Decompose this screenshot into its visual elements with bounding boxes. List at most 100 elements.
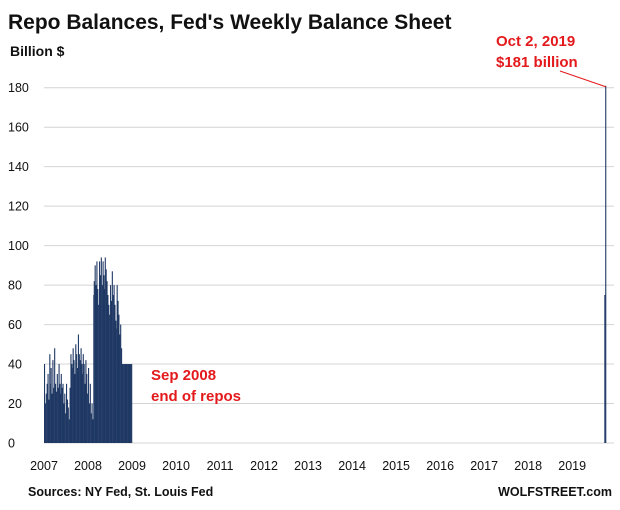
bar [73,360,75,443]
x-tick-label: 2010 [162,459,190,473]
x-tick-label: 2018 [514,459,542,473]
bar [75,344,77,443]
x-tick-labels: 2007 2008 2009 2010 2011 2012 2013 2014 2015 2016… [30,459,586,473]
bar [115,328,117,443]
annotation-oct2019-line1: Oct 2, 2019 [496,33,575,50]
y-tick-labels: 0 20 40 60 80 100 120 140 160 180 [8,81,29,450]
bar [51,393,53,443]
x-tick-label: 2012 [250,459,278,473]
bar [117,300,119,443]
annotation-leader-line [559,70,606,88]
y-tick-label: 20 [8,397,22,411]
annotation-oct2019-line2: $181 billion [496,54,578,71]
bar [77,334,79,443]
source-note: Sources: NY Fed, St. Louis Fed [28,485,213,499]
bar [49,383,51,443]
bar [83,364,85,443]
bar [124,364,126,443]
bar [87,393,89,443]
bar [55,383,57,443]
bar [44,364,46,443]
bar [67,407,69,443]
bar [112,294,114,443]
y-tick-label: 120 [8,200,29,214]
bar [71,368,73,443]
bar [69,387,71,443]
y-tick-label: 140 [8,160,29,174]
y-tick-label: 160 [8,121,29,135]
bar [76,354,78,443]
bar [126,364,128,443]
bar [53,387,55,443]
y-tick-label: 100 [8,239,29,253]
bar [127,364,129,443]
bar [60,373,62,443]
bar [94,265,96,443]
bar [123,364,125,443]
x-tick-label: 2019 [558,459,586,473]
bar [81,364,83,443]
annotation-sep2008-line2: end of repos [151,388,241,405]
bar [98,304,100,443]
bar [61,387,63,443]
bar [44,403,46,443]
bar [121,348,123,443]
bar [89,383,91,443]
bar [101,285,103,443]
x-tick-label: 2008 [74,459,102,473]
bar [58,364,60,443]
x-tick-label: 2011 [207,459,234,473]
bar [122,364,124,443]
bar [55,391,57,443]
x-tick-label: 2014 [338,459,366,473]
bar [99,275,101,443]
bar [103,275,105,443]
bar [50,368,52,443]
bar [57,387,59,443]
bar [102,261,104,443]
bar [63,403,65,443]
annotation-sep2008-line1: Sep 2008 [151,367,216,384]
bar [100,257,102,443]
bar [91,403,93,443]
x-tick-label: 2007 [30,459,58,473]
bar [130,364,132,443]
bar [110,285,112,443]
x-tick-label: 2013 [294,459,322,473]
bar [64,393,66,443]
bar [107,294,109,443]
bar [116,285,118,443]
bar [92,419,94,443]
bar [96,261,98,443]
bar [97,289,99,443]
bar [129,364,131,443]
bar [88,403,90,443]
bar [84,383,86,443]
bar [68,419,70,443]
gridlines [44,87,614,444]
x-tick-label: 2016 [426,459,454,473]
bar [128,364,130,443]
y-tick-label: 40 [8,358,22,372]
bar [120,324,122,443]
y-tick-label: 180 [8,81,29,95]
bar [85,360,87,443]
bar [125,364,127,443]
bar [74,373,76,443]
bar [62,383,64,443]
bar [45,393,47,443]
credit-note: WOLFSTREET.com [498,485,612,499]
bar [48,399,50,443]
bar [88,368,90,443]
bar [70,354,72,443]
x-tick-label: 2017 [470,459,498,473]
bar [106,281,108,443]
bar [86,373,88,443]
bar [121,364,124,443]
bar [605,85,607,444]
bar [119,334,121,443]
bar [109,314,111,443]
bar [104,257,106,443]
x-tick-label: 2009 [118,459,146,473]
